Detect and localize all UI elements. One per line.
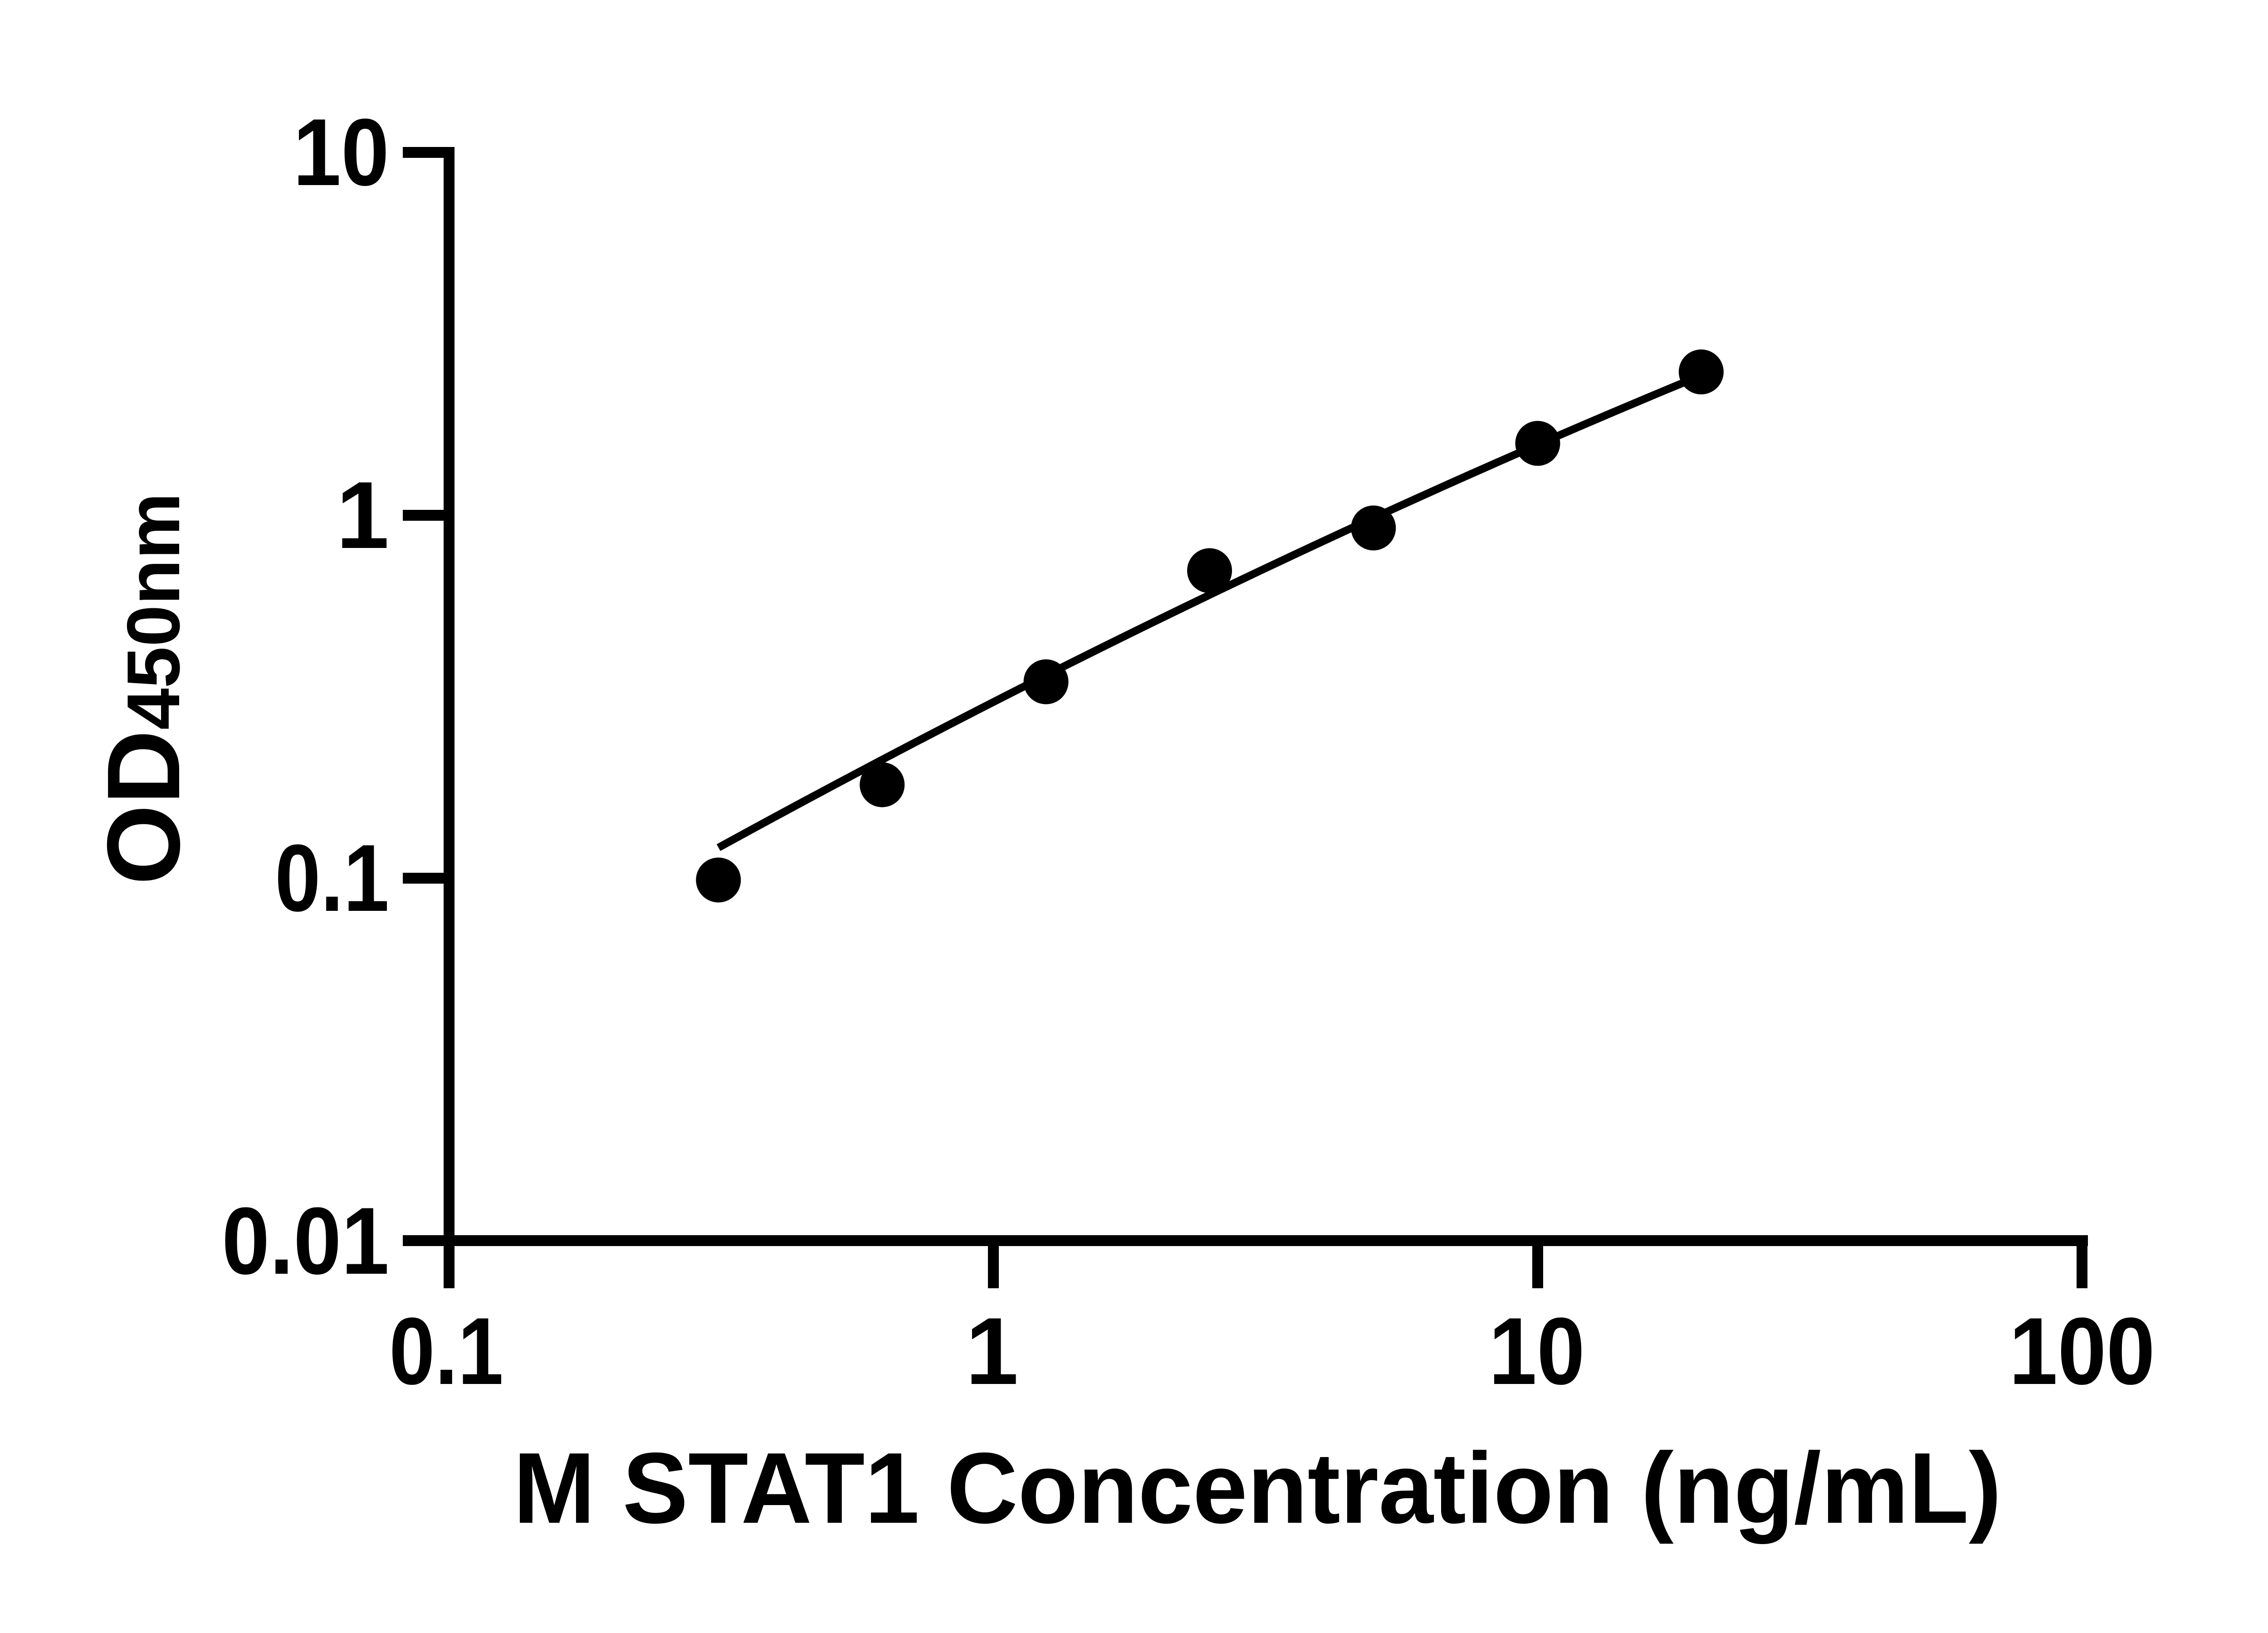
svg-text:0.1: 0.1 xyxy=(389,1298,503,1404)
svg-text:0.01: 0.01 xyxy=(222,1188,389,1294)
svg-text:M STAT1 Concentration (ng/mL): M STAT1 Concentration (ng/mL) xyxy=(513,1432,2002,1545)
svg-text:10: 10 xyxy=(293,99,389,205)
svg-text:1: 1 xyxy=(966,1298,1019,1404)
svg-text:10: 10 xyxy=(1489,1298,1585,1404)
svg-text:1: 1 xyxy=(336,462,389,568)
svg-text:0.1: 0.1 xyxy=(275,825,389,931)
svg-text:100: 100 xyxy=(2009,1298,2155,1404)
